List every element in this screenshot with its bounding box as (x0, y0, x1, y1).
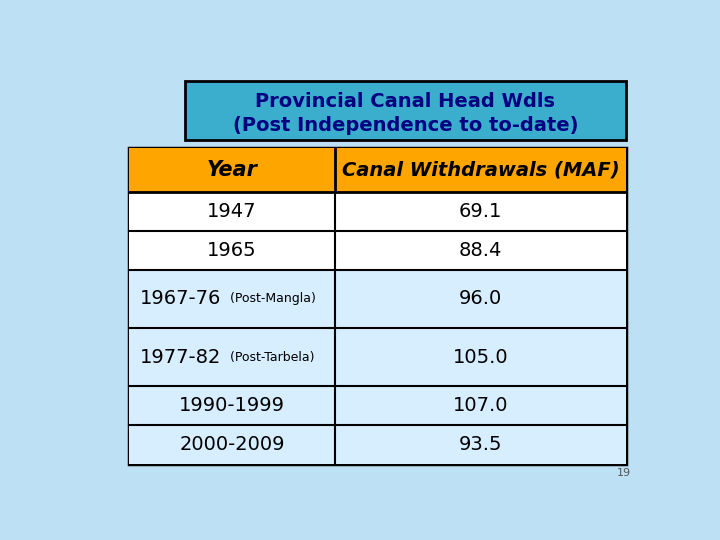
Text: 19: 19 (617, 468, 631, 478)
Text: 107.0: 107.0 (453, 396, 508, 415)
FancyBboxPatch shape (129, 192, 626, 231)
Text: (Post Independence to to-date): (Post Independence to to-date) (233, 116, 578, 134)
FancyBboxPatch shape (129, 386, 626, 425)
FancyBboxPatch shape (129, 425, 626, 464)
Text: 1947: 1947 (207, 202, 257, 221)
FancyBboxPatch shape (129, 270, 626, 328)
Text: 69.1: 69.1 (459, 202, 502, 221)
Text: 1967-76: 1967-76 (140, 289, 222, 308)
FancyBboxPatch shape (129, 148, 626, 192)
Text: 1977-82: 1977-82 (140, 348, 222, 367)
Text: Canal Withdrawals (MAF): Canal Withdrawals (MAF) (341, 160, 619, 180)
Text: 96.0: 96.0 (459, 289, 502, 308)
Text: (Post-Tarbela): (Post-Tarbela) (226, 350, 315, 364)
Text: 1965: 1965 (207, 241, 257, 260)
Text: 105.0: 105.0 (453, 348, 508, 367)
Text: Provincial Canal Head Wdls: Provincial Canal Head Wdls (256, 92, 555, 111)
Text: 88.4: 88.4 (459, 241, 502, 260)
FancyBboxPatch shape (185, 82, 626, 140)
FancyBboxPatch shape (129, 328, 626, 386)
Text: 1990-1999: 1990-1999 (179, 396, 285, 415)
Text: 93.5: 93.5 (459, 435, 502, 454)
Text: 2000-2009: 2000-2009 (179, 435, 285, 454)
Text: (Post-Mangla): (Post-Mangla) (226, 293, 316, 306)
Text: Year: Year (207, 160, 258, 180)
FancyBboxPatch shape (129, 231, 626, 270)
FancyBboxPatch shape (129, 148, 626, 464)
